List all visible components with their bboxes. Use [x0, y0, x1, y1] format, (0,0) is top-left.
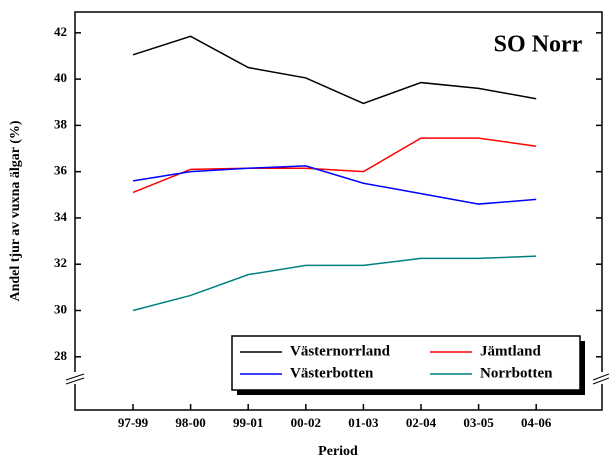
x-tick-label: 00-02 [291, 415, 321, 430]
x-tick-label: 04-06 [521, 415, 552, 430]
x-tick-label: 98-00 [175, 415, 205, 430]
legend-label: Västernorrland [290, 343, 391, 359]
x-axis-label: Period [318, 444, 358, 459]
y-tick-label: 34 [54, 209, 68, 224]
legend-label: Norrbotten [480, 365, 553, 381]
x-tick-label: 01-03 [348, 415, 379, 430]
plot-frame [74, 11, 603, 411]
series-line [132, 137, 537, 194]
x-tick-label: 99-01 [233, 415, 263, 430]
y-tick-label: 28 [54, 348, 68, 363]
y-axis-label: Andel tjur av vuxna älgar (%) [8, 120, 23, 301]
y-tick-label: 42 [54, 24, 67, 39]
x-tick-label: 03-05 [463, 415, 494, 430]
y-tick-label: 32 [54, 255, 67, 270]
y-tick-label: 36 [54, 163, 68, 178]
series-line [132, 35, 537, 105]
y-tick-label: 40 [54, 70, 67, 85]
axis-break [65, 372, 609, 385]
annotation: SO Norr [494, 32, 583, 58]
legend-label: Jämtland [480, 343, 542, 359]
legend [231, 335, 581, 391]
y-tick-label: 38 [54, 116, 68, 131]
series-line [132, 165, 537, 205]
x-tick-label: 02-04 [406, 415, 437, 430]
y-tick-label: 30 [54, 301, 67, 316]
legend-label: Västerbotten [290, 365, 374, 381]
x-tick-label: 97-99 [118, 415, 149, 430]
series-line [132, 255, 537, 312]
